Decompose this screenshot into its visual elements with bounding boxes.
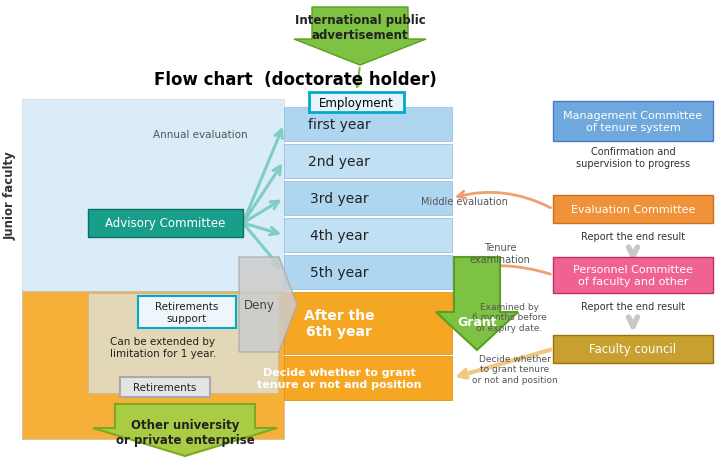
Text: 4th year: 4th year	[310, 228, 368, 242]
Text: Employment: Employment	[319, 96, 394, 109]
Text: Other university
or private enterprise: Other university or private enterprise	[116, 418, 254, 446]
Text: Tenure
examination: Tenure examination	[470, 243, 531, 264]
Polygon shape	[239, 258, 297, 352]
Text: Management Committee
of tenure system: Management Committee of tenure system	[564, 111, 703, 132]
Text: first year: first year	[307, 118, 370, 132]
Bar	[88, 293, 278, 393]
Text: Evaluation Committee: Evaluation Committee	[571, 205, 696, 215]
Text: Faculty council: Faculty council	[590, 343, 677, 356]
Text: Flow chart  (doctorate holder): Flow chart (doctorate holder)	[153, 71, 436, 89]
Text: Tenure faculty: Tenure faculty	[4, 318, 17, 413]
Bar	[284, 108, 452, 142]
Text: Personnel Committee
of faculty and other: Personnel Committee of faculty and other	[573, 265, 693, 286]
Text: Junior faculty: Junior faculty	[4, 151, 17, 240]
Polygon shape	[294, 8, 426, 66]
Bar	[553, 335, 713, 363]
Bar	[284, 182, 452, 216]
Text: Middle evaluation: Middle evaluation	[421, 197, 508, 207]
Bar	[22, 100, 284, 291]
Polygon shape	[436, 258, 518, 350]
Text: Can be extended by
limitation for 1 year.: Can be extended by limitation for 1 year…	[110, 337, 216, 358]
Text: International public
advertisement: International public advertisement	[294, 14, 426, 42]
Bar	[284, 292, 452, 354]
Text: 3rd year: 3rd year	[310, 192, 369, 206]
Bar	[22, 291, 284, 439]
Text: Deny: Deny	[243, 298, 274, 311]
Bar	[553, 196, 713, 224]
Bar	[284, 218, 452, 252]
Text: Report the end result: Report the end result	[581, 301, 685, 311]
Bar	[120, 377, 210, 397]
Polygon shape	[93, 404, 277, 456]
Text: Confirmation and
supervision to progress: Confirmation and supervision to progress	[576, 147, 690, 169]
Bar	[284, 256, 452, 289]
Bar	[88, 209, 243, 238]
Text: Retirements
support: Retirements support	[156, 302, 219, 323]
Bar	[309, 93, 404, 113]
Text: 2nd year: 2nd year	[308, 155, 370, 169]
Text: Examined by
6 months before
of expiry date.: Examined by 6 months before of expiry da…	[472, 302, 546, 332]
Text: After the
6th year: After the 6th year	[304, 308, 374, 338]
Text: Advisory Committee: Advisory Committee	[105, 217, 225, 230]
Text: 5th year: 5th year	[310, 266, 368, 279]
Bar	[553, 258, 713, 293]
Text: Retirements: Retirements	[133, 382, 197, 392]
Bar	[553, 102, 713, 142]
Bar	[284, 145, 452, 178]
Text: Annual evaluation: Annual evaluation	[153, 130, 247, 140]
Text: Report the end result: Report the end result	[581, 231, 685, 241]
Text: Decide whether
to grant tenure
or not and position: Decide whether to grant tenure or not an…	[472, 354, 558, 384]
Text: Grant: Grant	[457, 316, 497, 329]
Text: Decide whether to grant
tenure or not and position: Decide whether to grant tenure or not an…	[257, 367, 421, 389]
Bar	[138, 297, 236, 328]
Bar	[284, 356, 452, 400]
